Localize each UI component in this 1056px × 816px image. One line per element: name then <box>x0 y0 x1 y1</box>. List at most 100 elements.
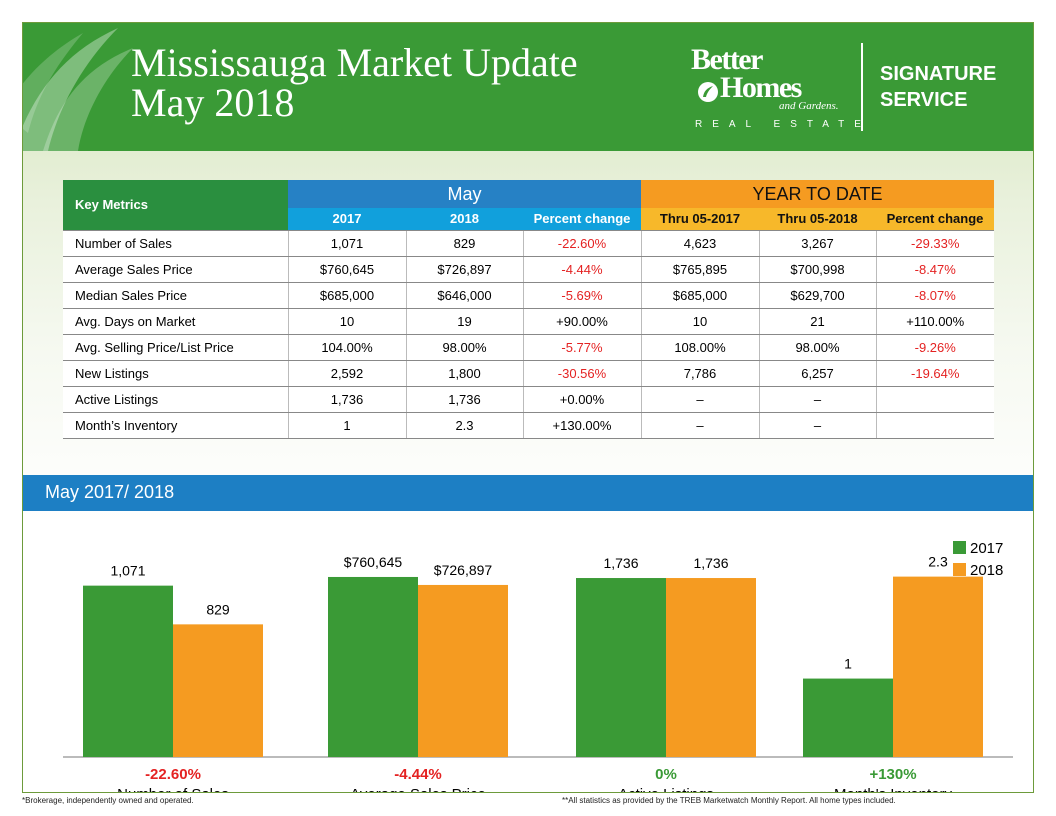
metric-value: $685,000 <box>287 282 406 309</box>
metric-label: Month’s Inventory <box>63 412 288 439</box>
metric-value: 7,786 <box>640 360 759 387</box>
metric-value: -29.33% <box>875 230 994 257</box>
bar <box>173 624 263 757</box>
key-metrics-header: Key Metrics <box>63 180 288 231</box>
metric-value: -30.56% <box>522 360 641 387</box>
table-row: Month’s Inventory 1 2.3 +130.00% – – <box>63 412 994 439</box>
logo-real-estate: REAL ESTATE <box>695 119 871 130</box>
data-label: 1,071 <box>110 563 145 579</box>
metric-value: 1,736 <box>287 386 406 413</box>
bar <box>418 584 508 757</box>
col-header: Percent change <box>876 208 994 231</box>
chart-section-title: May 2017/ 2018 <box>45 482 175 502</box>
bar <box>328 576 418 757</box>
chart-section-header: May 2017/ 2018 <box>23 475 1033 511</box>
data-label: $726,897 <box>434 562 493 578</box>
col-header: 2017 <box>288 208 406 231</box>
bar <box>83 585 173 757</box>
may-header: May <box>288 180 641 208</box>
metric-value: 1,800 <box>405 360 523 387</box>
metric-value: – <box>758 412 876 439</box>
signature-line-1: SIGNATURE <box>880 63 997 85</box>
category-label: Average Sales Price <box>350 786 486 793</box>
data-label: $760,645 <box>344 554 403 570</box>
col-header: Thru 05-2017 <box>641 208 759 231</box>
category-label: Number of Sales <box>117 786 229 793</box>
metric-value: 4,623 <box>640 230 759 257</box>
table-row: Active Listings 1,736 1,736 +0.00% – – <box>63 386 994 413</box>
metric-value: -8.07% <box>875 282 994 309</box>
metric-label: Avg. Days on Market <box>63 308 288 335</box>
metric-value: 2,592 <box>287 360 406 387</box>
metric-label: Active Listings <box>63 386 288 413</box>
table-row: Number of Sales 1,071 829 -22.60% 4,623 3,267… <box>63 230 994 257</box>
metric-value: -22.60% <box>522 230 641 257</box>
metric-value: -19.64% <box>875 360 994 387</box>
header-banner: Mississauga Market Update May 2018 Bette… <box>23 23 1033 151</box>
metric-value: 2.3 <box>405 412 523 439</box>
col-header: 2018 <box>406 208 523 231</box>
metric-value: $726,897 <box>405 256 523 283</box>
metrics-body: Number of Sales 1,071 829 -22.60% 4,623 3,267… <box>63 230 994 439</box>
title-line-2: May 2018 <box>131 80 295 125</box>
metric-value <box>875 412 994 439</box>
metric-value: 98.00% <box>758 334 876 361</box>
page-title: Mississauga Market Update May 2018 <box>131 43 578 123</box>
logo-divider <box>861 43 863 131</box>
table-row: Avg. Days on Market 10 19 +90.00% 10 21 +110.0… <box>63 308 994 335</box>
metric-value: +90.00% <box>522 308 641 335</box>
metric-label: New Listings <box>63 360 288 387</box>
logo-leaf-icon <box>698 82 718 102</box>
metric-value: 829 <box>405 230 523 257</box>
bar <box>803 678 893 757</box>
title-line-1: Mississauga Market Update <box>131 40 578 85</box>
legend-label: 2018 <box>970 562 1003 579</box>
change-label: -4.44% <box>394 766 442 783</box>
sales-comparison-chart: 1,071 829 -22.60% Number of Sales $760,645 $7… <box>63 540 1013 793</box>
metric-value: 10 <box>640 308 759 335</box>
legend-swatch <box>953 563 966 576</box>
metric-value: 108.00% <box>640 334 759 361</box>
metric-value: $646,000 <box>405 282 523 309</box>
signature-line-2: SERVICE <box>880 89 968 111</box>
metric-label: Median Sales Price <box>63 282 288 309</box>
footnote-right: **All statistics as provided by the TREB… <box>562 796 896 805</box>
metric-value: 10 <box>287 308 406 335</box>
metric-value: 98.00% <box>405 334 523 361</box>
metric-label: Avg. Selling Price/List Price <box>63 334 288 361</box>
metric-value: -5.77% <box>522 334 641 361</box>
logo-homes: Homes <box>720 71 802 104</box>
metric-value: $629,700 <box>758 282 876 309</box>
metric-value: -4.44% <box>522 256 641 283</box>
col-header: Thru 05-2018 <box>759 208 876 231</box>
data-label: 1 <box>844 656 852 672</box>
metric-value: $685,000 <box>640 282 759 309</box>
metric-value: -8.47% <box>875 256 994 283</box>
metric-value: – <box>640 386 759 413</box>
change-label: 0% <box>655 766 677 783</box>
metric-value <box>875 386 994 413</box>
bar <box>576 578 666 757</box>
page-frame: Mississauga Market Update May 2018 Bette… <box>22 22 1034 793</box>
signature-service-logo: SIGNATURE SERVICE <box>880 61 996 113</box>
leaf-graphic-icon <box>23 28 133 151</box>
metric-value: $700,998 <box>758 256 876 283</box>
data-label: 829 <box>206 601 230 617</box>
metric-value: – <box>640 412 759 439</box>
legend-swatch <box>953 541 966 554</box>
table-row: Avg. Selling Price/List Price 104.00% 98.0… <box>63 334 994 361</box>
change-label: -22.60% <box>145 766 201 783</box>
footnote-left: *Brokerage, independently owned and oper… <box>22 796 194 805</box>
metric-value: 21 <box>758 308 876 335</box>
metric-value: 3,267 <box>758 230 876 257</box>
metric-value: 104.00% <box>287 334 406 361</box>
change-label: +130% <box>869 766 916 783</box>
metric-value: +110.00% <box>875 308 994 335</box>
data-label: 2.3 <box>928 554 948 570</box>
table-row: New Listings 2,592 1,800 -30.56% 7,786 6,257-… <box>63 360 994 387</box>
metric-label: Number of Sales <box>63 230 288 257</box>
metric-value: 6,257 <box>758 360 876 387</box>
ytd-header: YEAR TO DATE <box>641 180 994 208</box>
bar <box>893 576 983 757</box>
metric-value: +130.00% <box>522 412 641 439</box>
